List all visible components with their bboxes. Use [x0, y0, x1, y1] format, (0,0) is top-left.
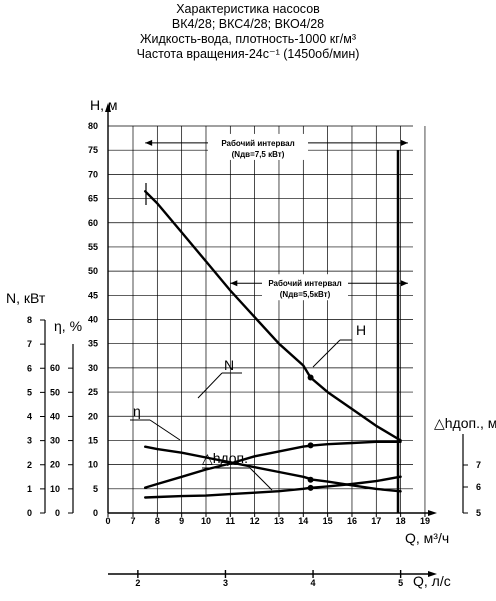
eta-curve	[144, 440, 402, 489]
h-tick-label-8: 40	[88, 315, 98, 325]
eta-tick-label-0: 0	[55, 508, 60, 518]
h-tick-label-13: 65	[88, 194, 98, 204]
h-tick-label-11: 55	[88, 242, 98, 252]
interval-label-1: Рабочий интервал	[268, 279, 341, 288]
h-tick-label-3: 15	[88, 435, 98, 445]
q-tick-label-7: 13	[274, 516, 284, 526]
q-tick-label-1: 7	[130, 516, 135, 526]
eta-tick-label-5: 50	[50, 387, 60, 397]
interval-arrow-left-1	[230, 280, 238, 287]
dh-tick-label-2: 7	[476, 460, 481, 470]
q-tick-label-3: 9	[179, 516, 184, 526]
eta-tick-label-2: 20	[50, 460, 60, 470]
q2-axis-arrow	[428, 571, 437, 577]
h-tick-label-7: 35	[88, 339, 98, 349]
operating-point-3	[307, 484, 314, 491]
plot-frame	[40, 103, 468, 578]
n-tick-label-2: 2	[27, 460, 32, 470]
dh-curve-label: △hдоп.	[202, 450, 248, 466]
q-tick-label-2: 8	[155, 516, 160, 526]
n-tick-label-7: 7	[27, 339, 32, 349]
h-tick-label-10: 50	[88, 266, 98, 276]
n-curve-label: N	[224, 357, 234, 373]
h-tick-label-15: 75	[88, 145, 98, 155]
interval-label-bg-1	[262, 274, 348, 301]
n-tick-label-1: 1	[27, 484, 32, 494]
interval-label-bg-0	[208, 133, 308, 160]
dh-curve	[144, 475, 402, 499]
h-tick-label-1: 5	[93, 484, 98, 494]
n-tick-label-5: 5	[27, 387, 32, 397]
chart-title: Характеристика насосов ВК4/28; ВКС4/28; …	[0, 2, 496, 62]
dh-label-leader	[249, 467, 273, 491]
interval-label-0: Рабочий интервал	[221, 139, 294, 148]
eta-tick-label-6: 60	[50, 363, 60, 373]
q-tick-label-4: 10	[201, 516, 211, 526]
h-tick-label-14: 70	[88, 169, 98, 179]
h-axis-arrow	[105, 103, 111, 112]
n-tick-label-6: 6	[27, 363, 32, 373]
eta-tick-label-4: 40	[50, 411, 60, 421]
title-line-3: Жидкость-вода, плотность-1000 кг/м³	[139, 32, 357, 46]
eta-axis-label: η, %	[54, 318, 82, 334]
dh-tick-label-0: 5	[476, 508, 481, 518]
q-tick-label-9: 15	[323, 516, 333, 526]
h-tick-label-6: 30	[88, 363, 98, 373]
h-curve-label: H	[356, 322, 366, 338]
interval-arrow-right-0	[400, 139, 408, 146]
q-tick-label-12: 18	[396, 516, 406, 526]
eta-tick-label-3: 30	[50, 436, 60, 446]
n-axis-label: N, кВт	[6, 290, 46, 306]
dh-tick-label-1: 6	[476, 482, 481, 492]
eta-curve-label: η	[133, 403, 141, 419]
q-tick-label-6: 12	[250, 516, 260, 526]
h-tick-label-9: 45	[88, 290, 98, 300]
h-tick-label-5: 25	[88, 387, 98, 397]
interval-sublabel-0: (Nдв=7,5 кВт)	[232, 150, 285, 159]
h-axis-label: H, м	[90, 97, 118, 113]
interval-arrow-left-0	[145, 139, 153, 146]
q2-tick-label-2: 4	[311, 578, 316, 588]
q2-tick-label-3: 5	[398, 578, 403, 588]
n-tick-label-0: 0	[27, 508, 32, 518]
dh-axis-label: △hдоп., м	[434, 415, 496, 431]
n-tick-label-3: 3	[27, 436, 32, 446]
eta-label-leader	[149, 419, 181, 441]
curves	[130, 190, 402, 499]
q-tick-label-13: 19	[420, 516, 430, 526]
n-tick-label-4: 4	[27, 412, 32, 422]
n-curve	[144, 445, 402, 493]
q-tick-label-11: 17	[371, 516, 381, 526]
title-line-1: Характеристика насосов	[176, 2, 320, 16]
q-tick-label-0: 0	[105, 516, 110, 526]
h-label-leader	[312, 339, 341, 368]
h-curve	[144, 190, 402, 442]
q-tick-label-10: 16	[347, 516, 357, 526]
title-line-2: ВК4/28; ВКС4/28; ВКО4/28	[171, 17, 325, 31]
interval-sublabel-1: (Nдв=5,5кВт)	[280, 290, 331, 299]
q-axis-label: Q, м³/ч	[405, 530, 449, 546]
n-label-leader	[197, 372, 223, 399]
q2-axis-label: Q, л/с	[413, 573, 451, 589]
operating-point-1	[307, 476, 314, 483]
h-tick-label-4: 20	[88, 411, 98, 421]
q-axis-arrow	[428, 510, 437, 516]
h-tick-label-0: 0	[93, 508, 98, 518]
q2-tick-label-1: 3	[223, 578, 228, 588]
q2-tick-label-0: 2	[135, 578, 140, 588]
operating-point-0	[307, 374, 314, 381]
operating-point-2	[307, 442, 314, 449]
eta-tick-label-1: 10	[50, 484, 60, 494]
h-tick-label-16: 80	[88, 121, 98, 131]
q-tick-label-5: 11	[226, 516, 236, 526]
h-tick-label-2: 10	[88, 460, 98, 470]
title-line-4: Частота вращения-24с⁻¹ (1450об/мин)	[136, 47, 360, 61]
interval-arrow-right-1	[400, 280, 408, 287]
n-tick-label-8: 8	[27, 315, 32, 325]
q-tick-label-8: 14	[298, 516, 308, 526]
h-tick-label-12: 60	[88, 218, 98, 228]
